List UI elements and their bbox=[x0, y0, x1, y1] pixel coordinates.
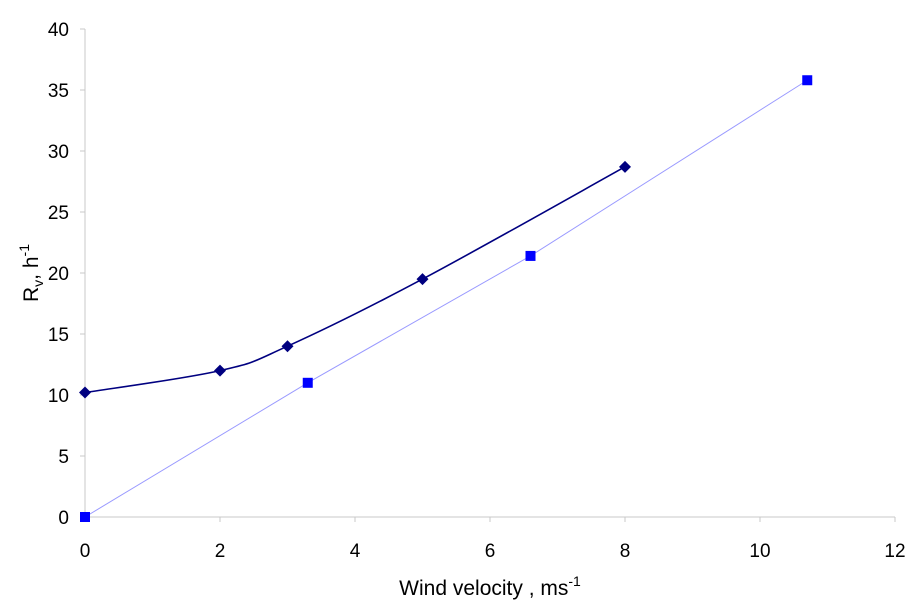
series-1-point bbox=[619, 160, 631, 173]
series-1-point bbox=[416, 273, 429, 286]
y-tick-label: 10 bbox=[48, 386, 69, 407]
x-axis-label-text: Wind velocity , ms bbox=[399, 577, 568, 600]
series-2-line bbox=[84, 79, 808, 518]
y-tick-label: 35 bbox=[48, 81, 69, 102]
series-2-point bbox=[302, 377, 313, 388]
series-2-point bbox=[802, 75, 813, 86]
x-tick-label: 4 bbox=[350, 541, 361, 562]
y-tick-label: 5 bbox=[58, 447, 69, 468]
series-1-point bbox=[281, 340, 294, 353]
x-tick-label: 8 bbox=[620, 541, 631, 562]
y-tick-label: 20 bbox=[48, 264, 69, 285]
x-axis-label-sup: -1 bbox=[568, 573, 581, 589]
series-1 bbox=[79, 160, 631, 399]
x-tick-label: 12 bbox=[884, 541, 905, 562]
x-tick-label: 6 bbox=[485, 541, 496, 562]
series-layer bbox=[79, 75, 813, 522]
series-1-point bbox=[79, 386, 91, 399]
y-axis-label: Rv, h-1 bbox=[16, 244, 46, 302]
y-tick-label: 0 bbox=[58, 508, 69, 529]
x-tick-label: 10 bbox=[749, 541, 770, 562]
y-tick-label: 15 bbox=[48, 325, 69, 346]
y-axis-label-mid: , h bbox=[20, 256, 43, 279]
x-tick-label: 2 bbox=[215, 541, 226, 562]
y-tick-label: 25 bbox=[48, 203, 69, 224]
y-tick-label: 30 bbox=[48, 142, 69, 163]
y-axis-label-sup: -1 bbox=[16, 244, 32, 257]
y-tick-labels: 0 5 10 15 20 25 30 35 40 bbox=[48, 20, 85, 529]
series-2-point bbox=[80, 512, 90, 522]
x-tick-label: 0 bbox=[80, 541, 91, 562]
y-axis-label-main: R bbox=[20, 287, 43, 302]
x-axis-label: Wind velocity , ms-1 bbox=[399, 573, 581, 600]
series-1-line bbox=[84, 166, 626, 394]
series-2-point bbox=[525, 250, 536, 261]
series-2 bbox=[80, 75, 813, 522]
y-tick-label: 40 bbox=[48, 20, 69, 41]
x-tick-labels: 0 2 4 6 8 10 12 bbox=[80, 517, 906, 562]
y-axis-label-sub: v bbox=[30, 280, 46, 287]
series-1-point bbox=[214, 364, 226, 377]
